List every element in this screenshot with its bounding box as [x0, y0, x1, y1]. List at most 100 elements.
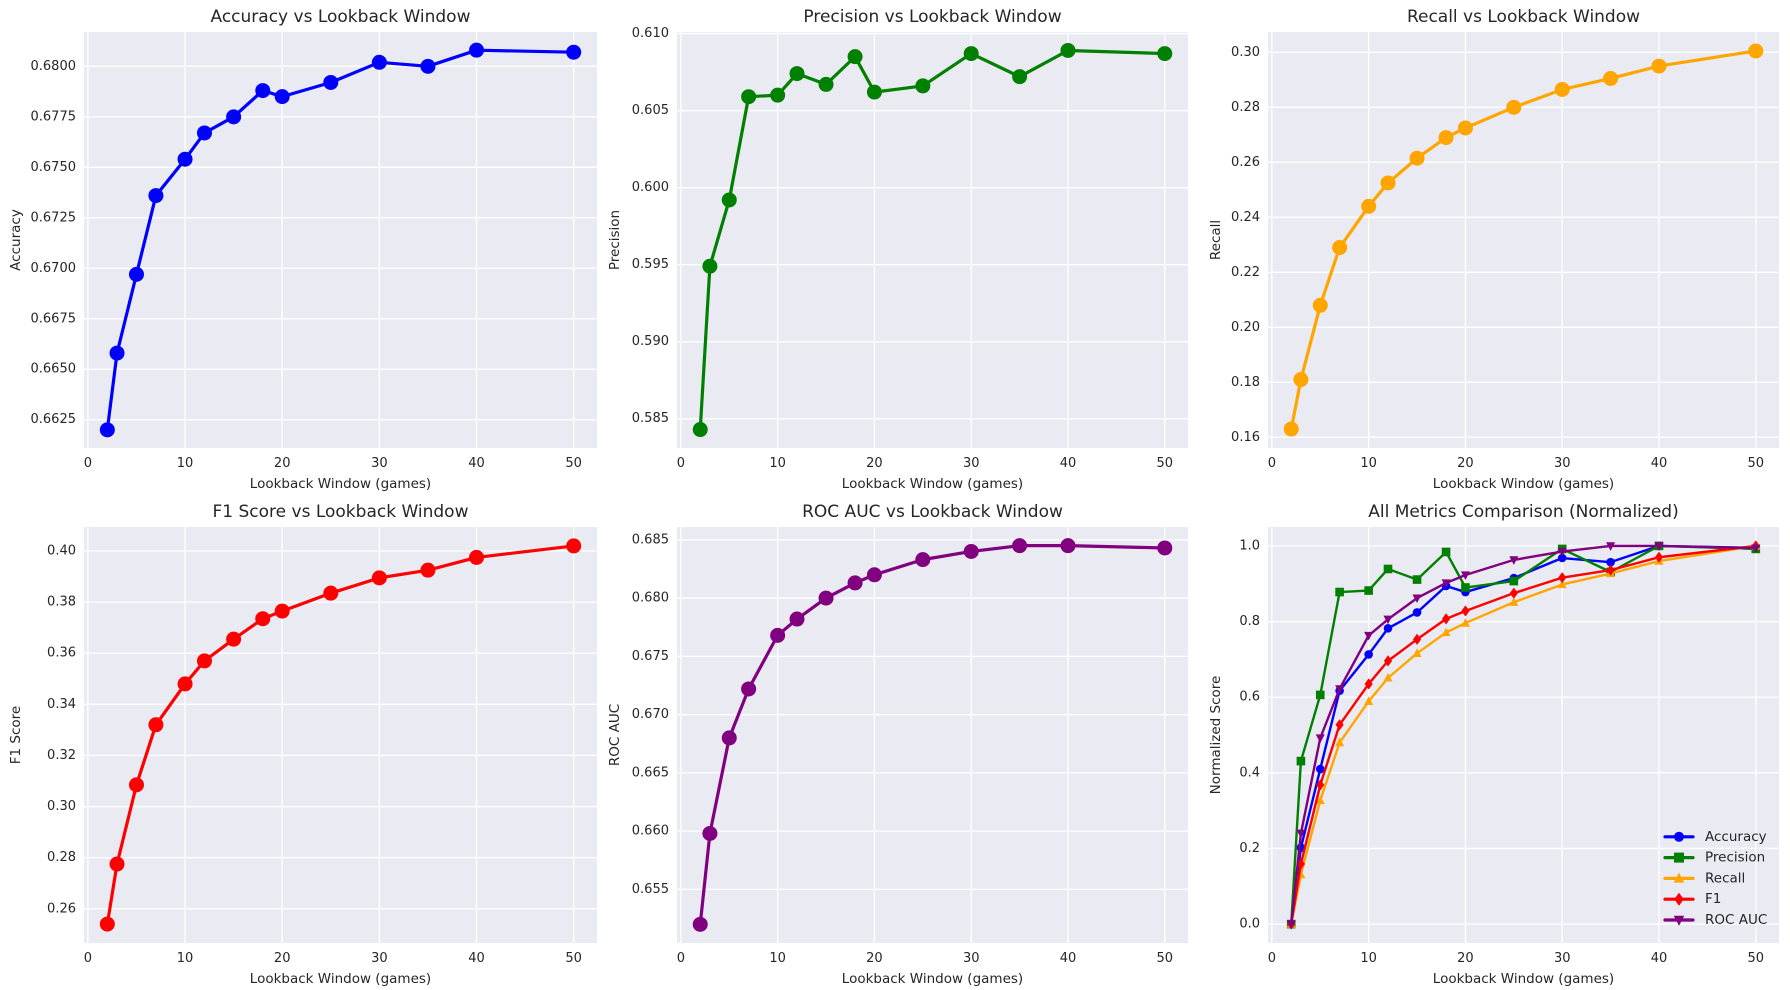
svg-text:0.26: 0.26	[47, 901, 76, 916]
svg-text:ROC AUC: ROC AUC	[1705, 912, 1767, 928]
svg-text:0.610: 0.610	[632, 26, 669, 41]
svg-text:Lookback Window (games): Lookback Window (games)	[1433, 971, 1614, 987]
svg-text:F1: F1	[1705, 891, 1721, 907]
svg-text:50: 50	[1747, 456, 1764, 471]
svg-text:0.6800: 0.6800	[31, 59, 77, 74]
svg-text:50: 50	[1156, 951, 1173, 966]
svg-text:0.24: 0.24	[1231, 210, 1260, 225]
svg-text:Precision vs Lookback Window: Precision vs Lookback Window	[803, 7, 1061, 27]
svg-text:0.6775: 0.6775	[31, 109, 77, 124]
svg-text:0.6725: 0.6725	[31, 210, 77, 225]
svg-text:30: 30	[963, 951, 980, 966]
svg-text:40: 40	[468, 951, 485, 966]
svg-text:Accuracy vs Lookback Window: Accuracy vs Lookback Window	[211, 7, 471, 27]
svg-text:10: 10	[1360, 951, 1377, 966]
svg-text:30: 30	[371, 951, 388, 966]
svg-text:0.8: 0.8	[1239, 614, 1260, 629]
svg-text:0.6750: 0.6750	[31, 160, 77, 175]
svg-text:F1 Score: F1 Score	[8, 706, 24, 764]
svg-text:0.40: 0.40	[47, 544, 76, 559]
svg-text:30: 30	[371, 456, 388, 471]
svg-text:0.16: 0.16	[1231, 430, 1260, 445]
f1-vs-lookback-chart: 0 10 20 30 40 50 0.26 0.28 0.30 0.32 0.34 0.36 0.38 0…	[8, 502, 597, 987]
svg-text:10: 10	[769, 456, 786, 471]
accuracy-vs-lookback-chart: 0 10 20 30 40 50 0.6625 0.6650 0.6675 0.6700 0.672…	[8, 7, 597, 492]
precision-vs-lookback-chart: 0 10 20 30 40 50 0.585 0.590 0.595 0.600 0.605 0.61…	[607, 7, 1188, 492]
svg-text:0: 0	[1268, 951, 1276, 966]
svg-text:40: 40	[1651, 951, 1668, 966]
svg-text:Accuracy: Accuracy	[1705, 829, 1767, 845]
svg-text:Normalized Score: Normalized Score	[1208, 676, 1224, 795]
svg-text:F1 Score vs Lookback Window: F1 Score vs Lookback Window	[213, 502, 469, 522]
svg-text:20: 20	[274, 951, 291, 966]
svg-text:50: 50	[565, 951, 582, 966]
svg-text:Lookback Window (games): Lookback Window (games)	[842, 476, 1023, 492]
svg-text:ROC AUC: ROC AUC	[607, 704, 623, 766]
svg-text:40: 40	[468, 456, 485, 471]
svg-text:10: 10	[1360, 456, 1377, 471]
svg-text:0.6: 0.6	[1239, 690, 1260, 705]
svg-text:0.600: 0.600	[632, 180, 669, 195]
svg-text:20: 20	[1457, 456, 1474, 471]
svg-text:Recall vs Lookback Window: Recall vs Lookback Window	[1407, 7, 1640, 27]
svg-text:40: 40	[1060, 951, 1077, 966]
svg-text:0.6700: 0.6700	[31, 261, 77, 276]
svg-text:Accuracy: Accuracy	[8, 209, 24, 271]
recall-vs-lookback-chart: 0 10 20 30 40 50 0.16 0.18 0.20 0.22 0.24 0.26 0.28 0…	[1208, 7, 1779, 492]
svg-text:0: 0	[677, 456, 685, 471]
svg-text:30: 30	[1554, 951, 1571, 966]
svg-text:0.680: 0.680	[632, 591, 669, 606]
svg-text:50: 50	[1156, 456, 1173, 471]
svg-text:10: 10	[177, 951, 194, 966]
svg-text:Recall: Recall	[1705, 870, 1745, 886]
svg-text:0.38: 0.38	[47, 595, 76, 610]
svg-text:0.590: 0.590	[632, 334, 669, 349]
svg-text:0.6650: 0.6650	[31, 362, 77, 377]
svg-text:0: 0	[677, 951, 685, 966]
svg-text:0: 0	[84, 951, 92, 966]
svg-text:10: 10	[177, 456, 194, 471]
svg-text:0.660: 0.660	[632, 824, 669, 839]
all-metrics-comparison-chart: 0 10 20 30 40 50 0.0 0.2 0.4 0.6 0.8 1.0 Lookback Wi…	[1208, 502, 1779, 987]
svg-text:20: 20	[866, 456, 883, 471]
svg-text:40: 40	[1651, 456, 1668, 471]
svg-text:20: 20	[1457, 951, 1474, 966]
svg-text:0.6625: 0.6625	[31, 412, 77, 427]
svg-text:Precision: Precision	[607, 210, 623, 270]
svg-text:ROC AUC vs Lookback Window: ROC AUC vs Lookback Window	[802, 502, 1063, 522]
svg-text:0.675: 0.675	[632, 649, 669, 664]
svg-text:0.2: 0.2	[1239, 841, 1260, 856]
svg-text:0.685: 0.685	[632, 532, 669, 547]
svg-text:30: 30	[963, 456, 980, 471]
svg-text:0.665: 0.665	[632, 765, 669, 780]
svg-text:All Metrics Comparison (Normal: All Metrics Comparison (Normalized)	[1368, 502, 1678, 522]
svg-text:0.585: 0.585	[632, 411, 669, 426]
roc-auc-vs-lookback-chart: 0 10 20 30 40 50 0.655 0.660 0.665 0.670 0.675 0.68…	[607, 502, 1188, 987]
svg-text:0: 0	[84, 456, 92, 471]
svg-text:0.28: 0.28	[47, 850, 76, 865]
svg-text:0.32: 0.32	[47, 748, 76, 763]
svg-text:0.0: 0.0	[1239, 917, 1260, 932]
svg-text:Lookback Window (games): Lookback Window (games)	[1433, 476, 1614, 492]
svg-text:20: 20	[274, 456, 291, 471]
svg-text:10: 10	[769, 951, 786, 966]
svg-text:0.22: 0.22	[1231, 265, 1260, 280]
svg-text:0.28: 0.28	[1231, 100, 1260, 115]
svg-text:Lookback Window (games): Lookback Window (games)	[842, 971, 1023, 987]
svg-text:Recall: Recall	[1208, 220, 1224, 260]
svg-text:30: 30	[1554, 456, 1571, 471]
svg-text:0.4: 0.4	[1239, 765, 1260, 780]
svg-text:40: 40	[1060, 456, 1077, 471]
svg-text:0.36: 0.36	[47, 646, 76, 661]
svg-text:20: 20	[866, 951, 883, 966]
svg-text:50: 50	[565, 456, 582, 471]
svg-text:0.655: 0.655	[632, 882, 669, 897]
svg-text:0.30: 0.30	[1231, 45, 1260, 60]
svg-text:0: 0	[1268, 456, 1276, 471]
svg-text:0.670: 0.670	[632, 707, 669, 722]
svg-text:0.26: 0.26	[1231, 155, 1260, 170]
svg-text:Lookback Window (games): Lookback Window (games)	[250, 476, 431, 492]
svg-text:0.20: 0.20	[1231, 320, 1260, 335]
svg-text:Precision: Precision	[1705, 850, 1765, 866]
